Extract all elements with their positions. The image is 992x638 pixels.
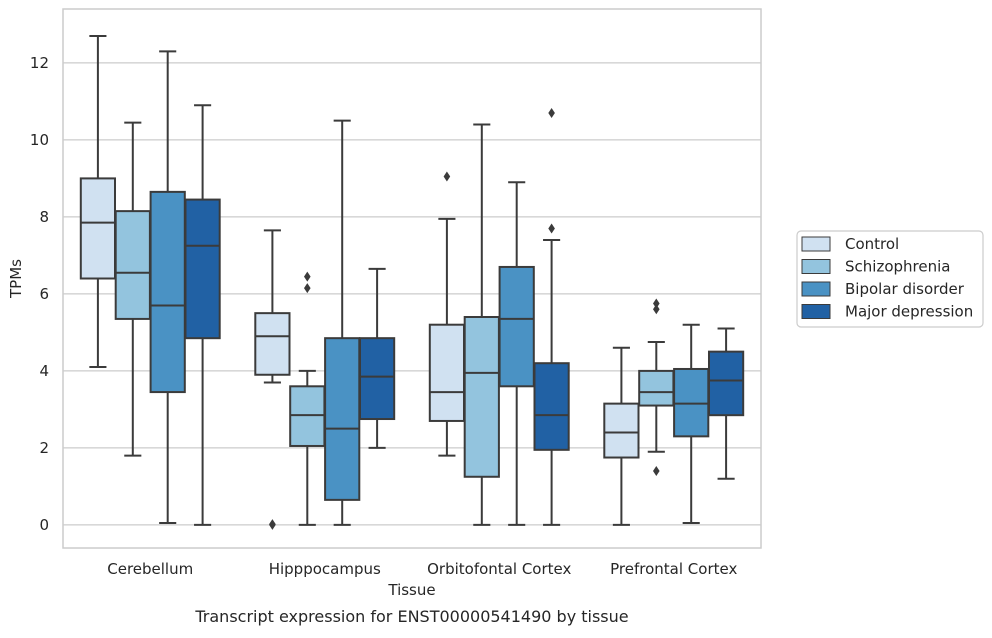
y-axis-ticks: 0 2 4 6 8 10 12 (30, 54, 49, 534)
box-major-depression (358, 267, 396, 449)
iqr-box (707, 350, 745, 417)
iqr-box (114, 210, 151, 320)
outlier-point (269, 519, 276, 530)
legend-label: Schizophrenia (845, 258, 950, 276)
legend-swatch (801, 281, 831, 297)
iqr-box (638, 369, 675, 407)
box-control (428, 171, 466, 457)
iqr-box (603, 402, 640, 459)
y-tick-label: 10 (30, 131, 49, 149)
y-tick-label: 4 (39, 362, 49, 380)
plot-boxes (79, 34, 745, 530)
box-schizophrenia (289, 271, 326, 526)
y-tick-label: 12 (30, 54, 49, 72)
iqr-box (254, 312, 291, 376)
figure-caption: Transcript expression for ENST0000054149… (194, 607, 628, 626)
outlier-point (443, 171, 451, 182)
box-control (254, 229, 291, 530)
box-schizophrenia (114, 121, 151, 457)
iqr-box (533, 362, 570, 451)
iqr-box (463, 316, 500, 478)
outlier-point (653, 304, 660, 315)
iqr-box (498, 265, 535, 388)
outlier-point (653, 466, 660, 476)
legend-swatch (801, 259, 831, 274)
iqr-box (428, 323, 466, 422)
box-bipolar-disorder (149, 50, 186, 524)
box-bipolar-disorder (324, 119, 361, 526)
x-tick-label: Orbitofontal Cortex (427, 560, 571, 578)
outlier-point (304, 271, 311, 282)
outlier-point (548, 223, 555, 234)
box-bipolar-disorder (673, 323, 710, 524)
x-tick-label: Prefrontal Cortex (610, 560, 737, 578)
iqr-box (324, 337, 361, 501)
y-tick-label: 6 (39, 285, 49, 303)
legend-label: Major depression (845, 303, 973, 321)
x-tick-label: Hipppocampus (269, 560, 381, 578)
outlier-point (653, 298, 660, 309)
plot-frame (62, 8, 762, 549)
y-tick-label: 8 (39, 208, 49, 226)
iqr-box (79, 177, 117, 280)
outlier-point (548, 107, 555, 118)
box-schizophrenia (638, 298, 675, 476)
box-control (603, 346, 640, 526)
y-tick-label: 0 (39, 516, 49, 534)
legend-swatch (801, 236, 831, 252)
outlier-point (304, 283, 311, 294)
iqr-box (184, 198, 221, 340)
box-schizophrenia (463, 123, 500, 526)
legend: Control Schizophrenia Bipolar disorder Majo… (796, 230, 984, 328)
box-major-depression (707, 327, 745, 480)
y-tick-label: 2 (39, 439, 49, 457)
box-control (79, 34, 117, 369)
legend-label: Control (845, 235, 899, 253)
iqr-box (149, 190, 186, 394)
x-tick-label: Cerebellum (107, 560, 193, 578)
box-major-depression (184, 104, 221, 526)
y-axis-label: TPMs (7, 259, 25, 299)
legend-frame (796, 230, 984, 328)
x-axis-label: Tissue (387, 581, 435, 599)
iqr-box (358, 337, 396, 421)
box-major-depression (533, 107, 570, 526)
legend-swatch (801, 304, 831, 319)
legend-label: Bipolar disorder (845, 280, 965, 298)
box-bipolar-disorder (498, 181, 535, 526)
x-axis-ticks: Cerebellum Hipppocampus Orbitofontal Corte… (107, 560, 737, 578)
